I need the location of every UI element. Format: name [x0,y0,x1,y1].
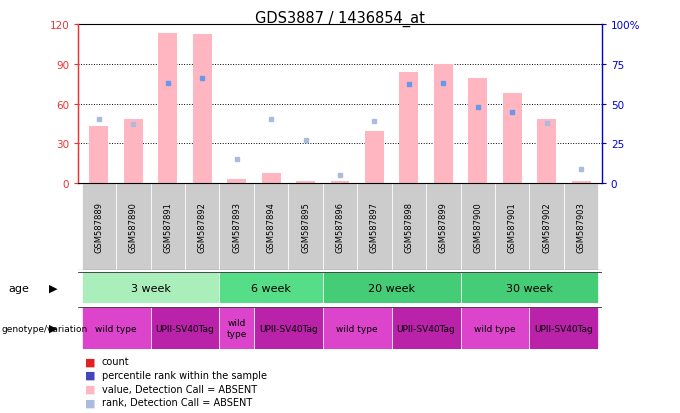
Text: GDS3887 / 1436854_at: GDS3887 / 1436854_at [255,10,425,26]
Bar [262,173,281,184]
Text: GSM587902: GSM587902 [542,202,551,252]
Bar [82,184,116,271]
Bar [426,184,460,271]
Bar [192,36,211,184]
Text: GSM587899: GSM587899 [439,202,448,252]
Text: ■: ■ [85,384,95,394]
Bar [254,308,323,349]
Text: 20 week: 20 week [368,283,415,293]
Bar [530,308,598,349]
Bar [158,34,177,184]
Bar [82,308,150,349]
Text: rank, Detection Call = ABSENT: rank, Detection Call = ABSENT [102,397,252,407]
Text: GSM587900: GSM587900 [473,202,482,252]
Text: GSM587892: GSM587892 [198,202,207,252]
Text: GSM587895: GSM587895 [301,202,310,252]
Bar [124,120,143,184]
Text: value, Detection Call = ABSENT: value, Detection Call = ABSENT [102,384,257,394]
Text: GSM587903: GSM587903 [577,202,585,252]
Bar [288,184,323,271]
Bar [503,94,522,184]
Text: wild type: wild type [474,324,516,333]
Bar [530,184,564,271]
Text: count: count [102,356,130,366]
Bar [399,73,418,184]
Bar [330,181,350,184]
Text: wild
type: wild type [226,319,247,338]
Text: UPII-SV40Tag: UPII-SV40Tag [156,324,214,333]
Text: UPII-SV40Tag: UPII-SV40Tag [259,324,318,333]
Bar [392,184,426,271]
Text: GSM587897: GSM587897 [370,202,379,253]
Text: genotype/variation: genotype/variation [1,324,88,333]
Bar [495,184,530,271]
Text: GSM587890: GSM587890 [129,202,138,252]
Text: GSM587891: GSM587891 [163,202,172,252]
Bar [365,132,384,184]
Bar [572,181,591,184]
Bar [220,184,254,271]
Bar [460,184,495,271]
Text: GSM587898: GSM587898 [405,202,413,253]
Text: UPII-SV40Tag: UPII-SV40Tag [396,324,456,333]
Bar [150,308,220,349]
Bar [460,308,530,349]
Bar [220,308,254,349]
Bar [185,184,220,271]
Bar [323,273,460,304]
Text: percentile rank within the sample: percentile rank within the sample [102,370,267,380]
Text: ▶: ▶ [49,323,57,333]
Text: UPII-SV40Tag: UPII-SV40Tag [534,324,593,333]
Bar [537,120,556,184]
Text: age: age [8,283,29,293]
Text: ■: ■ [85,397,95,407]
Text: ▶: ▶ [49,283,57,293]
Bar [469,79,488,184]
Bar [564,184,598,271]
Bar [116,184,150,271]
Bar [254,184,288,271]
Text: wild type: wild type [95,324,137,333]
Text: 30 week: 30 week [506,283,553,293]
Bar [357,184,392,271]
Bar [392,308,460,349]
Text: wild type: wild type [337,324,378,333]
Bar [460,273,598,304]
Text: GSM587893: GSM587893 [232,202,241,253]
Text: ■: ■ [85,370,95,380]
Bar [89,127,108,184]
Text: GSM587894: GSM587894 [267,202,275,252]
Bar [323,184,357,271]
Text: GSM587889: GSM587889 [95,202,103,253]
Text: 3 week: 3 week [131,283,171,293]
Text: GSM587896: GSM587896 [335,202,345,253]
Bar [82,273,220,304]
Text: 6 week: 6 week [251,283,291,293]
Bar [296,181,315,184]
Bar [227,180,246,184]
Text: ■: ■ [85,356,95,366]
Bar [323,308,392,349]
Bar [434,64,453,184]
Text: GSM587901: GSM587901 [508,202,517,252]
Bar [150,184,185,271]
Bar [220,273,323,304]
